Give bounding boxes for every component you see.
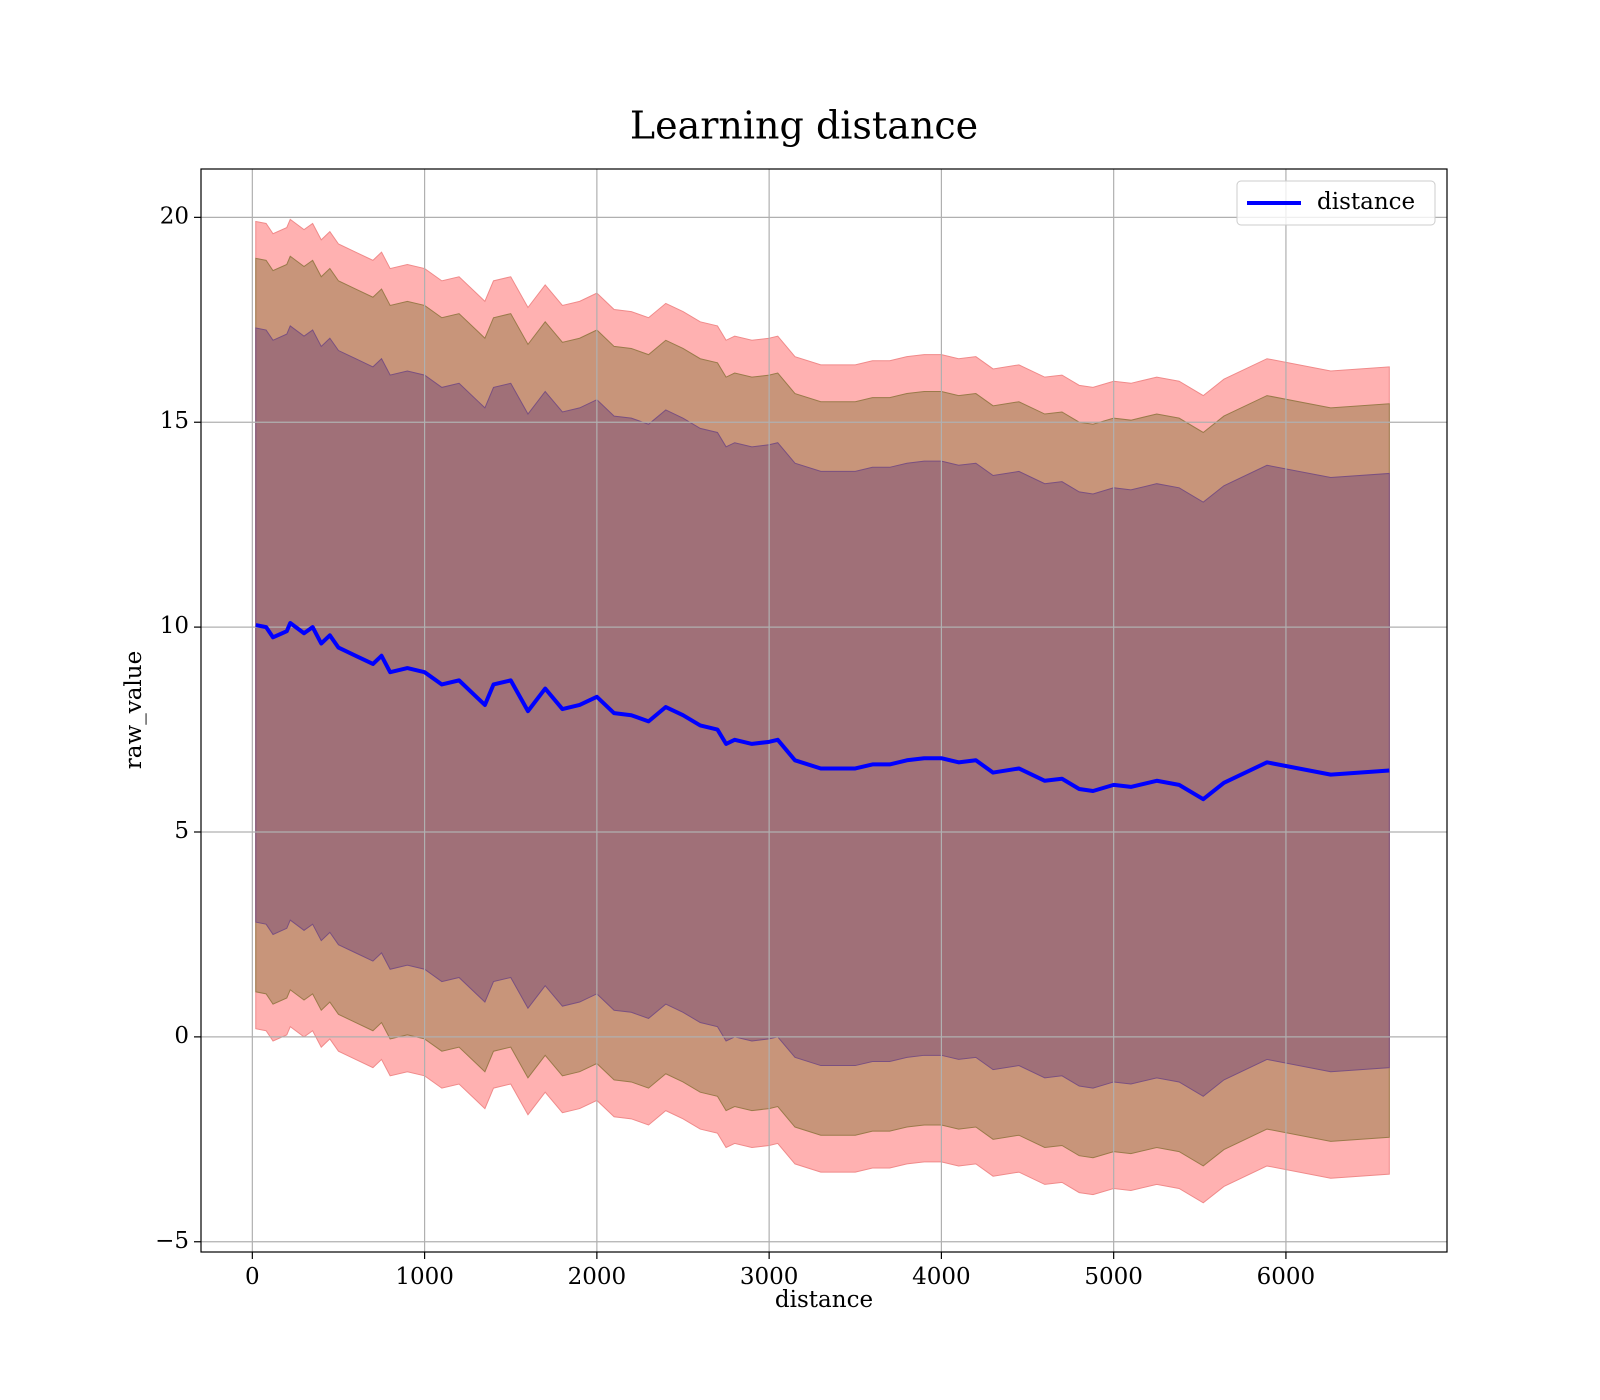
chart-title: Learning distance [630, 104, 978, 148]
legend-box [1236, 180, 1436, 226]
y-axis-label: raw_value [121, 651, 147, 769]
x-tick-label: 2000 [568, 1264, 627, 1290]
plot-frame [200, 168, 1448, 1253]
x-tick-label: 0 [245, 1264, 260, 1290]
x-tick-label: 1000 [395, 1264, 454, 1290]
x-tick-label: 6000 [1257, 1264, 1316, 1290]
y-tick-label: 10 [160, 613, 189, 639]
x-axis-label: distance [775, 1287, 873, 1313]
y-tick-label: 15 [160, 408, 189, 434]
legend-label: distance [1317, 189, 1415, 215]
x-tick-label: 3000 [740, 1264, 799, 1290]
legend: distance [1236, 180, 1436, 226]
x-tick-label: 5000 [1084, 1264, 1143, 1290]
y-tick-label: 20 [160, 203, 189, 229]
x-tick-label: 4000 [912, 1264, 971, 1290]
y-tick-label: 0 [174, 1023, 189, 1049]
y-tick-label: −5 [155, 1228, 189, 1254]
y-tick-label: 5 [174, 818, 189, 844]
data-line [255, 621, 1390, 802]
band [255, 325, 1390, 1097]
